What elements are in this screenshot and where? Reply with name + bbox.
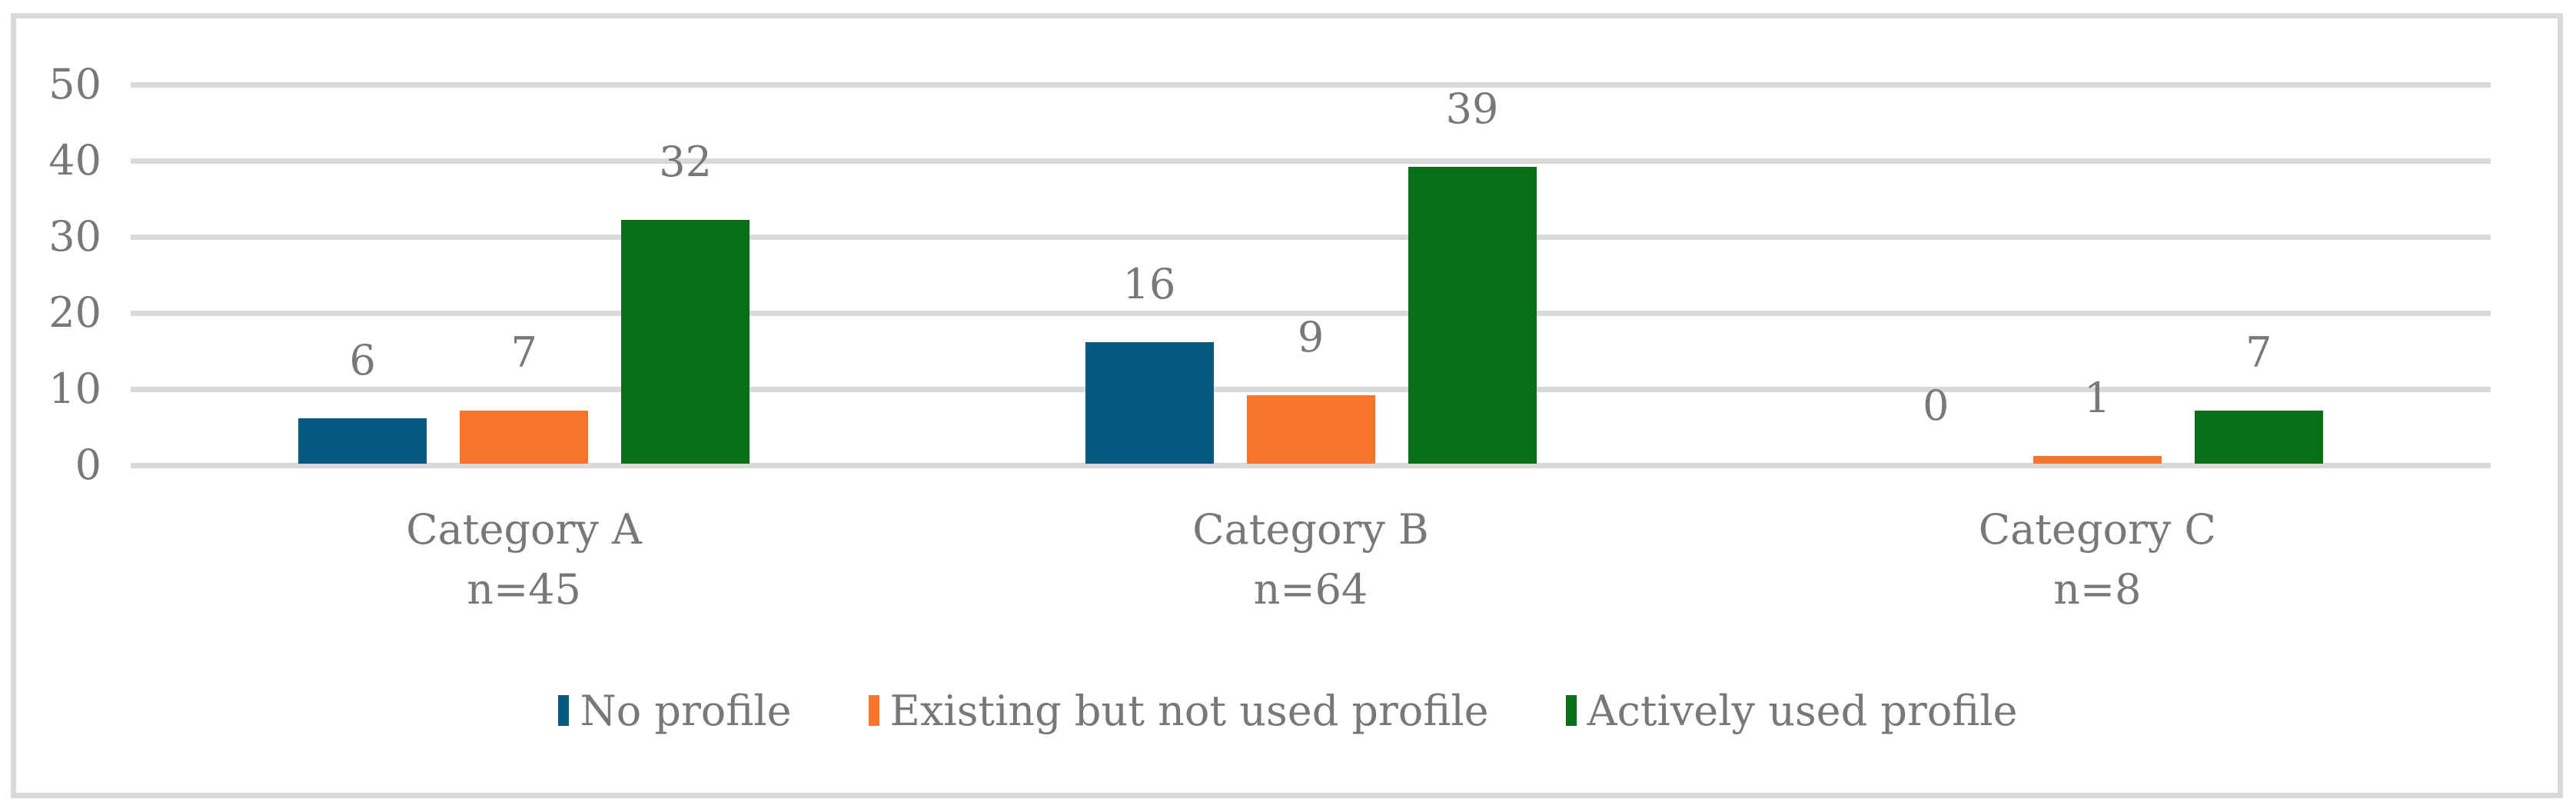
legend-item: Actively used profile [1565, 683, 2018, 738]
category-n: n=45 [467, 565, 582, 614]
gridline [131, 82, 2491, 88]
bar-value-label: 6 [349, 336, 376, 384]
bar [460, 411, 589, 464]
bar-value-label: 7 [510, 328, 537, 377]
bar [1408, 167, 1537, 464]
bar [2194, 411, 2323, 464]
y-tick-label: 30 [48, 212, 101, 261]
bar-value-label: 9 [1297, 313, 1325, 361]
legend-label: Actively used profile [1587, 686, 2018, 735]
bar-value-label: 0 [1923, 381, 1949, 430]
legend-swatch-icon [868, 695, 879, 726]
legend-swatch-icon [558, 695, 570, 726]
legend-swatch-icon [1565, 695, 1577, 726]
category-name: Category B [1192, 505, 1429, 554]
bar-value-label: 7 [2245, 328, 2272, 377]
bar [1085, 342, 1214, 464]
gridline [131, 386, 2491, 392]
category-label: Category C n=8 [1704, 500, 2491, 620]
bar-value-label: 39 [1445, 85, 1499, 133]
legend-label: Existing but not used profile [889, 686, 1489, 735]
category-name: Category C [1978, 505, 2216, 554]
gridline [131, 158, 2491, 164]
y-tick-label: 0 [75, 441, 101, 489]
gridline [131, 234, 2491, 240]
bar [298, 418, 427, 464]
y-tick-label: 40 [48, 136, 101, 185]
category-label: Category B n=64 [917, 500, 1703, 620]
y-tick-label: 50 [48, 60, 101, 108]
y-tick-label: 20 [48, 288, 101, 337]
bar [1246, 395, 1375, 464]
bar-value-label: 16 [1122, 260, 1176, 308]
legend-item: Existing but not used profile [868, 683, 1489, 738]
category-label: Category A n=45 [131, 500, 917, 620]
bar [2033, 456, 2162, 464]
bar [621, 220, 750, 464]
category-name: Category A [406, 505, 643, 554]
bar-value-label: 32 [659, 138, 713, 186]
category-n: n=64 [1253, 565, 1368, 614]
legend-item: No profile [558, 683, 792, 738]
legend: No profile Existing but not used profile A… [0, 683, 2576, 738]
legend-label: No profile [580, 686, 792, 735]
category-n: n=8 [2053, 565, 2142, 614]
y-tick-label: 10 [48, 364, 101, 413]
gridline [131, 310, 2491, 316]
gridline [131, 462, 2491, 468]
bar-value-label: 1 [2084, 374, 2111, 422]
chart-border [11, 13, 2563, 798]
